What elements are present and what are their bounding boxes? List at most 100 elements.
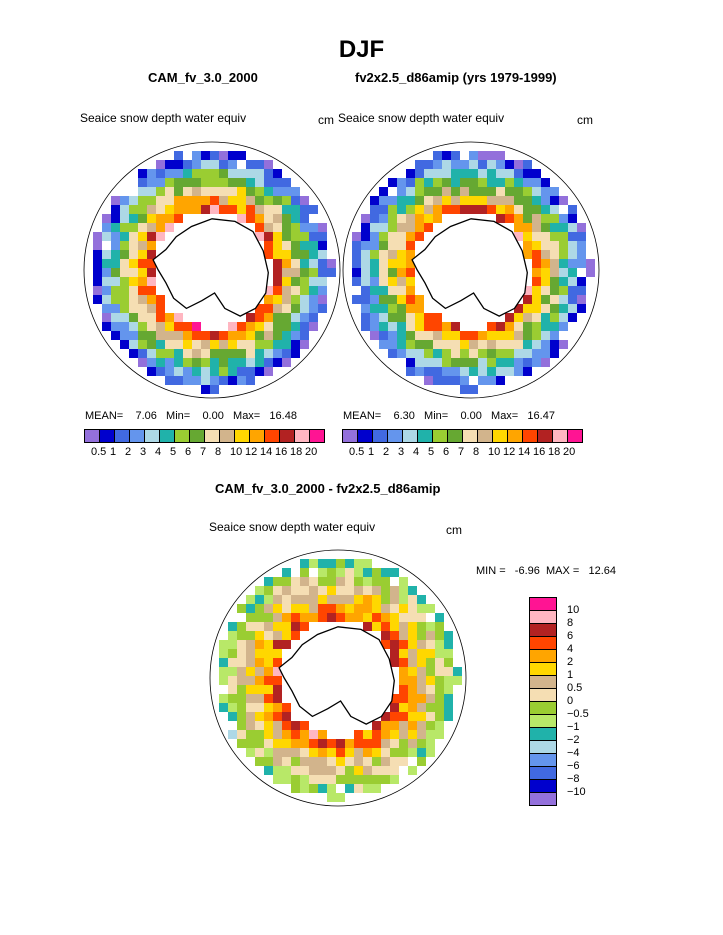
map-grid-cell (183, 331, 192, 340)
map-grid-cell (174, 367, 183, 376)
map-grid-cell (523, 304, 532, 313)
colorbar-swatch (529, 792, 557, 806)
map-grid-cell (255, 649, 264, 658)
map-grid-cell (505, 178, 514, 187)
map-grid-cell (415, 160, 424, 169)
map-grid-cell (327, 595, 336, 604)
map-grid-cell (273, 658, 282, 667)
map-grid-cell (532, 304, 541, 313)
map-grid-cell (478, 169, 487, 178)
map-grid-cell (514, 304, 523, 313)
map-grid-cell (417, 757, 426, 766)
map-grid-cell (379, 331, 388, 340)
map-grid-cell (318, 304, 327, 313)
map-grid-cell (93, 259, 102, 268)
map-grid-cell (426, 685, 435, 694)
map-grid-cell (417, 604, 426, 613)
map-grid-cell (568, 232, 577, 241)
map-grid-cell (282, 595, 291, 604)
map-grid-cell (318, 268, 327, 277)
map-grid-cell (388, 313, 397, 322)
colorbar-swatch (219, 429, 235, 443)
map-grid-cell (451, 331, 460, 340)
map-grid-cell (514, 331, 523, 340)
map-grid-cell (417, 685, 426, 694)
map-grid-cell (550, 241, 559, 250)
map-grid-cell (568, 286, 577, 295)
map-grid-cell (210, 178, 219, 187)
map-grid-cell (255, 613, 264, 622)
map-grid-cell (390, 568, 399, 577)
map-grid-cell (300, 604, 309, 613)
colorbar-tick-label: 8 (567, 617, 574, 629)
colorbar-swatch (234, 429, 250, 443)
map-grid-cell (523, 286, 532, 295)
map-grid-cell (237, 331, 246, 340)
colorbar-tick-label: 1 (368, 446, 375, 458)
map-grid-cell (201, 367, 210, 376)
colorbar-swatch (529, 636, 557, 650)
colorbar-swatch (357, 429, 373, 443)
colorbar-swatch (249, 429, 265, 443)
map-grid-cell (523, 250, 532, 259)
map-grid-cell (496, 151, 505, 160)
map-grid-cell (309, 322, 318, 331)
map-grid-cell (381, 775, 390, 784)
map-grid-cell (219, 376, 228, 385)
map-grid-cell (390, 775, 399, 784)
map-grid-cell (219, 151, 228, 160)
map-grid-cell (264, 712, 273, 721)
map-grid-cell (363, 622, 372, 631)
colorbar-tick-label: 1 (110, 446, 117, 458)
map-grid-cell (273, 250, 282, 259)
map-grid-cell (370, 214, 379, 223)
map-grid-cell (318, 757, 327, 766)
map-grid-cell (255, 757, 264, 766)
map-grid-cell (174, 196, 183, 205)
map-grid-cell (129, 340, 138, 349)
map-grid-cell (228, 631, 237, 640)
map-grid-cell (228, 340, 237, 349)
map-grid-cell (496, 331, 505, 340)
map-grid-cell (532, 286, 541, 295)
map-grid-cell (523, 313, 532, 322)
map-grid-cell (219, 205, 228, 214)
map-grid-cell (390, 766, 399, 775)
map-grid-cell (327, 577, 336, 586)
map-grid-cell (361, 241, 370, 250)
map-grid-cell (345, 559, 354, 568)
map-grid-cell (354, 586, 363, 595)
map-grid-cell (291, 784, 300, 793)
map-grid-cell (255, 658, 264, 667)
map-grid-cell (442, 151, 451, 160)
map-grid-cell (273, 178, 282, 187)
map-grid-cell (309, 286, 318, 295)
map-grid-cell (255, 622, 264, 631)
map-grid-cell (264, 331, 273, 340)
map-grid-cell (397, 214, 406, 223)
map-grid-cell (435, 703, 444, 712)
map-grid-cell (408, 631, 417, 640)
map-grid-cell (102, 322, 111, 331)
map-grid-cell (460, 178, 469, 187)
map-grid-cell (318, 286, 327, 295)
map-grid-cell (273, 349, 282, 358)
map-grid-cell (147, 322, 156, 331)
map-grid-cell (577, 259, 586, 268)
panel1-stats: MEAN= 7.06 Min= 0.00 Max= 16.48 (85, 410, 297, 422)
map-grid-cell (433, 151, 442, 160)
colorbar-tick-label: 6 (185, 446, 192, 458)
map-grid-cell (309, 595, 318, 604)
map-grid-cell (138, 322, 147, 331)
map-grid-cell (426, 694, 435, 703)
map-grid-cell (237, 676, 246, 685)
colorbar-swatch (342, 429, 358, 443)
map-grid-cell (255, 367, 264, 376)
map-grid-cell (264, 721, 273, 730)
map-grid-cell (156, 178, 165, 187)
map-grid-cell (156, 304, 165, 313)
map-grid-cell (442, 196, 451, 205)
map-grid-cell (264, 703, 273, 712)
map-grid-cell (120, 304, 129, 313)
panel1-mean-label: MEAN= (85, 410, 124, 422)
